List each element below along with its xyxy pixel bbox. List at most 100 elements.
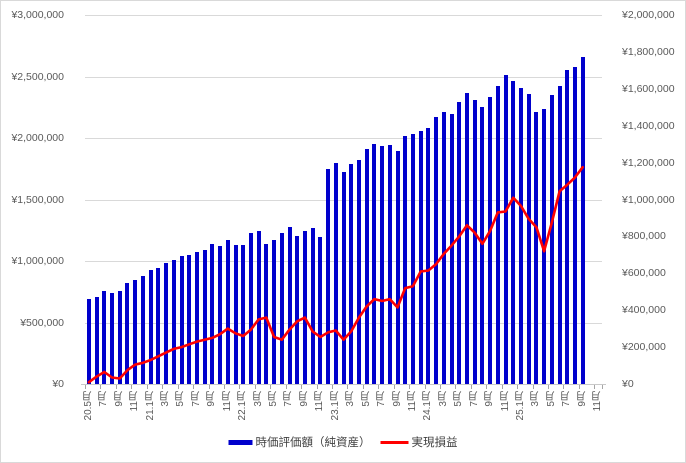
x-axis-tick: [501, 385, 503, 389]
x-axis-tick-label: 9月: [298, 391, 310, 407]
left-axis-tick-label: ¥1,000,000: [11, 255, 64, 267]
bar-2021-12: [233, 245, 238, 384]
bar-2024-02: [434, 116, 439, 384]
x-axis-tick: [177, 385, 179, 389]
x-axis-tick-label: 5月: [360, 391, 372, 407]
bar-2020-12: [140, 275, 145, 384]
x-axis-tick: [486, 385, 488, 389]
bar-2023-02: [341, 172, 346, 384]
x-axis-tick-label: 11月: [221, 391, 233, 412]
right-axis-tick-label: ¥200,000: [622, 341, 666, 354]
bar-2025-03: [534, 112, 539, 384]
x-axis-tick: [440, 385, 441, 389]
x-axis-tick: [548, 385, 549, 389]
x-axis-tick: [285, 385, 287, 389]
bar-2024-05: [457, 102, 462, 384]
x-axis-tick: [347, 385, 349, 389]
bar-2022-04: [264, 243, 269, 384]
bar-2021-05: [179, 256, 184, 384]
legend-item-realized-profit: 実現損益: [380, 434, 458, 450]
x-axis-tick: [301, 385, 303, 389]
x-axis-tick: [208, 385, 210, 389]
x-axis-tick-label: 20.5月: [82, 391, 94, 421]
x-axis-tick-label: 5月: [545, 391, 557, 407]
bar-2022-09: [302, 230, 307, 384]
bar-2022-12: [326, 168, 331, 385]
right-axis-tick-label: ¥0: [622, 378, 634, 390]
x-axis-tick-label: 11月: [499, 391, 511, 412]
bar-2022-10: [310, 228, 315, 384]
bar-2023-01: [333, 163, 338, 384]
x-axis-tick-label: 9月: [391, 391, 403, 407]
x-axis-tick: [393, 385, 395, 389]
bar-2023-04: [356, 160, 361, 384]
x-axis-tick: [602, 385, 603, 389]
x-axis-tick: [100, 385, 102, 389]
x-axis-tick-label: 22.1月: [237, 391, 249, 421]
bar-2023-08: [387, 145, 392, 384]
bar-2021-01: [148, 270, 153, 384]
x-axis-tick: [316, 385, 318, 389]
bar-2022-03: [256, 230, 261, 384]
bar-2021-08: [202, 249, 207, 384]
x-axis-tick-label: 5月: [268, 391, 280, 407]
bar-2020-08: [110, 293, 114, 384]
bar-2023-11: [410, 134, 415, 384]
legend-label-net-assets: 時価評価額（純資産）: [255, 437, 371, 449]
x-axis-tick-label: 5月: [453, 391, 465, 407]
bar-2021-07: [194, 252, 199, 384]
x-axis-tick-label: 7月: [561, 391, 573, 407]
x-axis-tick-label: 9月: [576, 391, 588, 407]
x-axis-tick: [146, 385, 148, 389]
x-axis-tick: [594, 385, 596, 389]
x-axis-tick-label: 7月: [283, 391, 295, 407]
bar-2024-10: [495, 85, 500, 384]
x-axis-tick: [131, 385, 133, 389]
bar-2021-11: [225, 240, 230, 384]
x-axis-tick: [223, 385, 225, 389]
gridline: [85, 76, 602, 78]
right-axis-tick-label: ¥1,800,000: [622, 45, 675, 58]
bar-2020-11: [133, 280, 138, 384]
bar-2024-11: [503, 75, 508, 384]
x-axis-tick-label: 9月: [206, 391, 218, 407]
bar-2023-03: [349, 163, 354, 384]
gridline: [85, 138, 602, 139]
bar-2022-02: [248, 233, 253, 384]
x-axis-tick: [254, 385, 256, 389]
bar-2024-04: [449, 114, 454, 384]
x-axis-tick: [115, 385, 117, 389]
bar-2021-09: [210, 243, 215, 384]
bar-2021-06: [187, 254, 192, 384]
x-axis-tick-label: 21.1月: [144, 391, 156, 421]
x-axis-tick: [239, 385, 241, 389]
bar-2023-12: [418, 130, 423, 384]
line-series-swatch: [380, 440, 409, 444]
bar-2025-06: [557, 85, 562, 384]
left-axis-tick-label: ¥1,500,000: [11, 193, 64, 206]
x-axis-tick: [578, 385, 580, 389]
x-axis-tick: [193, 385, 194, 389]
x-axis-tick: [409, 385, 411, 389]
right-axis-tick-label: ¥1,200,000: [622, 156, 675, 169]
x-axis-tick: [470, 385, 472, 389]
x-axis-tick: [517, 385, 519, 389]
left-axis-tick-label: ¥3,000,000: [11, 9, 64, 21]
bar-2023-05: [364, 149, 369, 384]
left-axis-tick-label: ¥2,000,000: [11, 132, 64, 144]
x-axis-tick: [362, 385, 364, 389]
bar-2020-09: [117, 291, 122, 384]
bar-2024-07: [472, 99, 477, 384]
x-axis-line: [81, 384, 606, 385]
bar-2022-06: [279, 232, 284, 384]
x-axis-tick: [378, 385, 380, 389]
bar-2023-09: [395, 150, 400, 384]
realized-profit-line: [87, 165, 585, 384]
x-axis-tick-label: 5月: [175, 391, 187, 407]
bar-2021-10: [218, 245, 222, 384]
bar-2024-03: [441, 112, 446, 384]
bar-2020-10: [125, 282, 130, 384]
bar-2022-08: [295, 235, 300, 384]
bar-2024-06: [465, 92, 469, 384]
x-axis-tick-label: 25.1月: [514, 391, 526, 421]
